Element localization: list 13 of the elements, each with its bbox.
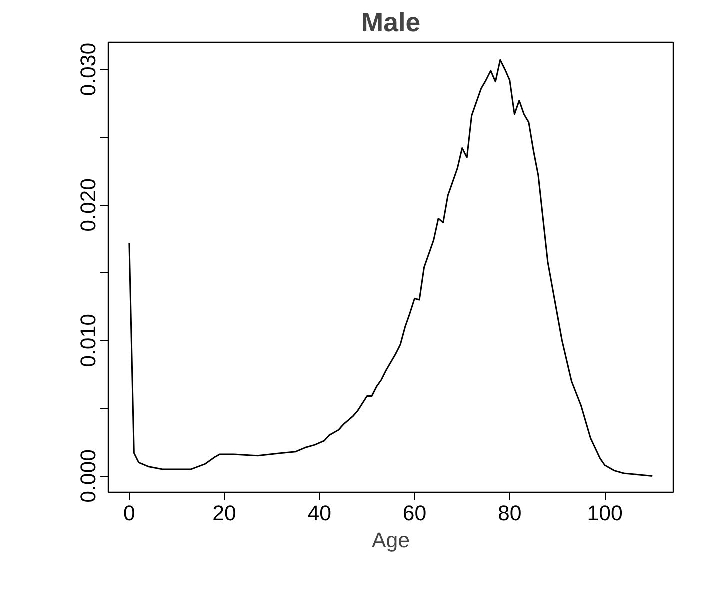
y-tick-label: 0.020 [76, 178, 100, 232]
x-tick-label: 100 [587, 502, 623, 526]
y-tick-label: 0.000 [76, 449, 100, 503]
x-tick-label: 60 [402, 502, 427, 526]
x-tick-label: 80 [498, 502, 522, 526]
line-series [128, 59, 654, 477]
x-axis-title: Age [372, 528, 410, 552]
x-tick-label: 20 [212, 502, 237, 526]
x-tick-label: 0 [123, 502, 136, 526]
y-tick-label: 0.010 [76, 314, 100, 368]
y-tick-label: 0.030 [76, 42, 100, 96]
chart-title: Male [361, 8, 421, 38]
x-tick-label: 40 [308, 502, 332, 526]
